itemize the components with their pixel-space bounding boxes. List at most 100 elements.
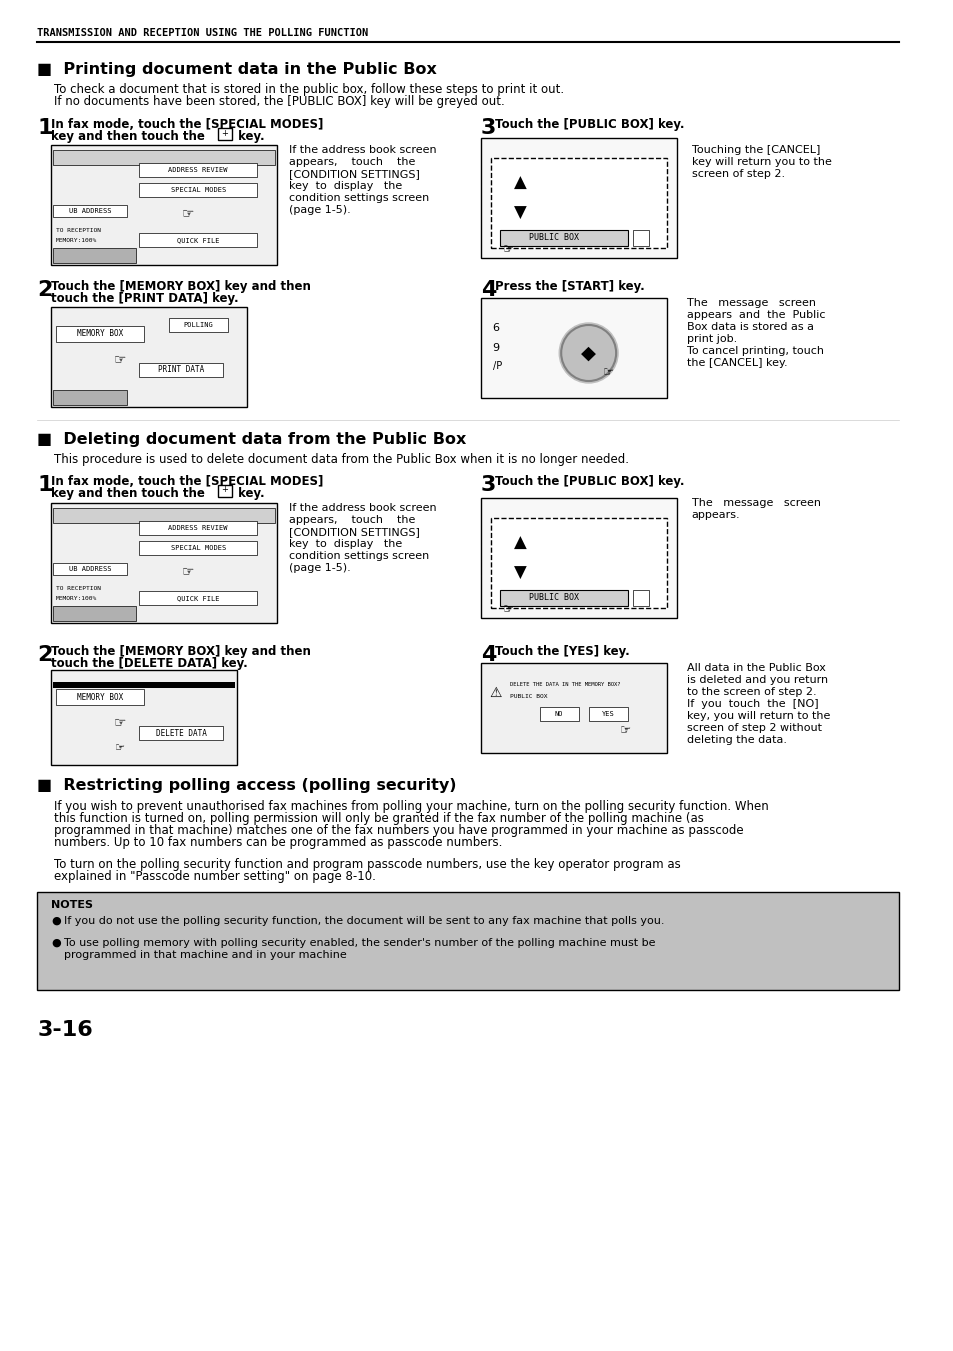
- Text: key  to  display   the: key to display the: [289, 539, 402, 549]
- Text: ☞: ☞: [502, 604, 514, 616]
- Text: 4: 4: [480, 280, 496, 300]
- Text: ▲: ▲: [513, 534, 526, 553]
- Text: 3: 3: [480, 118, 496, 138]
- Bar: [588, 707, 627, 721]
- Text: ☞: ☞: [182, 205, 194, 220]
- Text: deleting the data.: deleting the data.: [686, 735, 786, 744]
- Text: PRINT DATA: PRINT DATA: [158, 366, 204, 374]
- Bar: [169, 317, 228, 332]
- Text: SPECIAL MODES: SPECIAL MODES: [171, 186, 226, 193]
- Bar: [53, 607, 136, 621]
- Bar: [53, 249, 136, 263]
- Text: key, you will return to the: key, you will return to the: [686, 711, 829, 721]
- Bar: [37, 892, 898, 990]
- FancyBboxPatch shape: [51, 307, 247, 407]
- Text: QUICK FILE: QUICK FILE: [176, 594, 219, 601]
- Text: the [CANCEL] key.: the [CANCEL] key.: [686, 358, 786, 367]
- Bar: [499, 230, 627, 246]
- FancyBboxPatch shape: [51, 145, 276, 265]
- Text: ☞: ☞: [182, 563, 194, 578]
- Text: 2: 2: [37, 280, 52, 300]
- Text: 9: 9: [492, 343, 499, 353]
- Text: If  you  touch  the  [NO]: If you touch the [NO]: [686, 698, 818, 709]
- Text: key and then touch the: key and then touch the: [51, 130, 209, 143]
- Text: ■  Deleting document data from the Public Box: ■ Deleting document data from the Public…: [37, 432, 466, 447]
- Text: 4: 4: [480, 644, 496, 665]
- Bar: [53, 205, 127, 218]
- Text: explained in "Passcode number setting" on page 8-10.: explained in "Passcode number setting" o…: [54, 870, 375, 884]
- FancyBboxPatch shape: [217, 128, 232, 141]
- Text: ☞: ☞: [114, 743, 125, 753]
- Text: YES: YES: [601, 711, 614, 717]
- Text: programmed in that machine) matches one of the fax numbers you have programmed i: programmed in that machine) matches one …: [54, 824, 742, 838]
- Text: ■  Restricting polling access (polling security): ■ Restricting polling access (polling se…: [37, 778, 456, 793]
- Text: TO RECEPTION: TO RECEPTION: [56, 228, 101, 234]
- Text: Touch the [MEMORY BOX] key and then: Touch the [MEMORY BOX] key and then: [51, 644, 311, 658]
- Text: ⚠: ⚠: [489, 686, 501, 700]
- Text: If you wish to prevent unauthorised fax machines from polling your machine, turn: If you wish to prevent unauthorised fax …: [54, 800, 768, 813]
- Bar: [490, 158, 666, 249]
- Text: key and then touch the: key and then touch the: [51, 486, 209, 500]
- Text: 3: 3: [480, 476, 496, 494]
- Text: appears  and  the  Public: appears and the Public: [686, 309, 824, 320]
- FancyBboxPatch shape: [480, 138, 677, 258]
- Bar: [139, 232, 256, 247]
- Text: PUBLIC BOX: PUBLIC BOX: [510, 694, 547, 700]
- Text: [CONDITION SETTINGS]: [CONDITION SETTINGS]: [289, 527, 420, 536]
- Text: condition settings screen: condition settings screen: [289, 551, 429, 561]
- FancyBboxPatch shape: [480, 299, 666, 399]
- Text: ☞: ☞: [602, 366, 614, 380]
- Text: programmed in that machine and in your machine: programmed in that machine and in your m…: [64, 950, 346, 961]
- Text: UB ADDRESS: UB ADDRESS: [69, 208, 112, 213]
- Text: SPECIAL MODES: SPECIAL MODES: [171, 544, 226, 551]
- Text: MEMORY:100%: MEMORY:100%: [56, 597, 97, 601]
- Text: appears.: appears.: [691, 509, 740, 520]
- Text: Touching the [CANCEL]: Touching the [CANCEL]: [691, 145, 820, 155]
- Text: screen of step 2.: screen of step 2.: [691, 169, 784, 178]
- Text: 6: 6: [492, 323, 499, 332]
- Text: To check a document that is stored in the public box, follow these steps to prin: To check a document that is stored in th…: [54, 82, 563, 96]
- Bar: [139, 182, 256, 197]
- Text: key.: key.: [233, 486, 264, 500]
- Bar: [632, 590, 648, 607]
- Circle shape: [558, 323, 618, 382]
- Text: ☞: ☞: [113, 715, 126, 730]
- Text: NO: NO: [555, 711, 563, 717]
- FancyBboxPatch shape: [51, 503, 276, 623]
- Text: To turn on the polling security function and program passcode numbers, use the k: To turn on the polling security function…: [54, 858, 680, 871]
- Text: To cancel printing, touch: To cancel printing, touch: [686, 346, 822, 357]
- Text: In fax mode, touch the [SPECIAL MODES]: In fax mode, touch the [SPECIAL MODES]: [51, 476, 323, 488]
- Text: ADDRESS REVIEW: ADDRESS REVIEW: [169, 526, 228, 531]
- Text: The   message   screen: The message screen: [686, 299, 815, 308]
- Text: ■  Printing document data in the Public Box: ■ Printing document data in the Public B…: [37, 62, 436, 77]
- Bar: [56, 689, 144, 705]
- Text: ◆: ◆: [580, 343, 596, 362]
- Text: To use polling memory with polling security enabled, the sender's number of the : To use polling memory with polling secur…: [64, 938, 655, 948]
- Text: condition settings screen: condition settings screen: [289, 193, 429, 203]
- Text: TO RECEPTION: TO RECEPTION: [56, 586, 101, 592]
- Text: In fax mode, touch the [SPECIAL MODES]: In fax mode, touch the [SPECIAL MODES]: [51, 118, 323, 131]
- Text: This procedure is used to delete document data from the Public Box when it is no: This procedure is used to delete documen…: [54, 453, 628, 466]
- Bar: [139, 521, 256, 535]
- Text: to the screen of step 2.: to the screen of step 2.: [686, 688, 816, 697]
- Text: TRANSMISSION AND RECEPTION USING THE POLLING FUNCTION: TRANSMISSION AND RECEPTION USING THE POL…: [37, 28, 368, 38]
- Text: ☞: ☞: [502, 243, 514, 257]
- Text: 3-16: 3-16: [37, 1020, 93, 1040]
- Text: ●: ●: [51, 916, 61, 925]
- Text: key.: key.: [233, 130, 264, 143]
- FancyBboxPatch shape: [480, 499, 677, 617]
- Bar: [139, 163, 256, 177]
- Bar: [53, 390, 127, 405]
- Text: ADDRESS REVIEW: ADDRESS REVIEW: [169, 168, 228, 173]
- Text: ▲: ▲: [513, 174, 526, 192]
- Text: numbers. Up to 10 fax numbers can be programmed as passcode numbers.: numbers. Up to 10 fax numbers can be pro…: [54, 836, 502, 848]
- Text: (page 1-5).: (page 1-5).: [289, 563, 351, 573]
- Text: 2: 2: [37, 644, 52, 665]
- Bar: [139, 590, 256, 605]
- Bar: [53, 563, 127, 576]
- Text: If the address book screen: If the address book screen: [289, 503, 436, 513]
- Bar: [139, 540, 256, 555]
- Bar: [632, 230, 648, 246]
- Bar: [53, 508, 274, 523]
- Text: (page 1-5).: (page 1-5).: [289, 205, 351, 215]
